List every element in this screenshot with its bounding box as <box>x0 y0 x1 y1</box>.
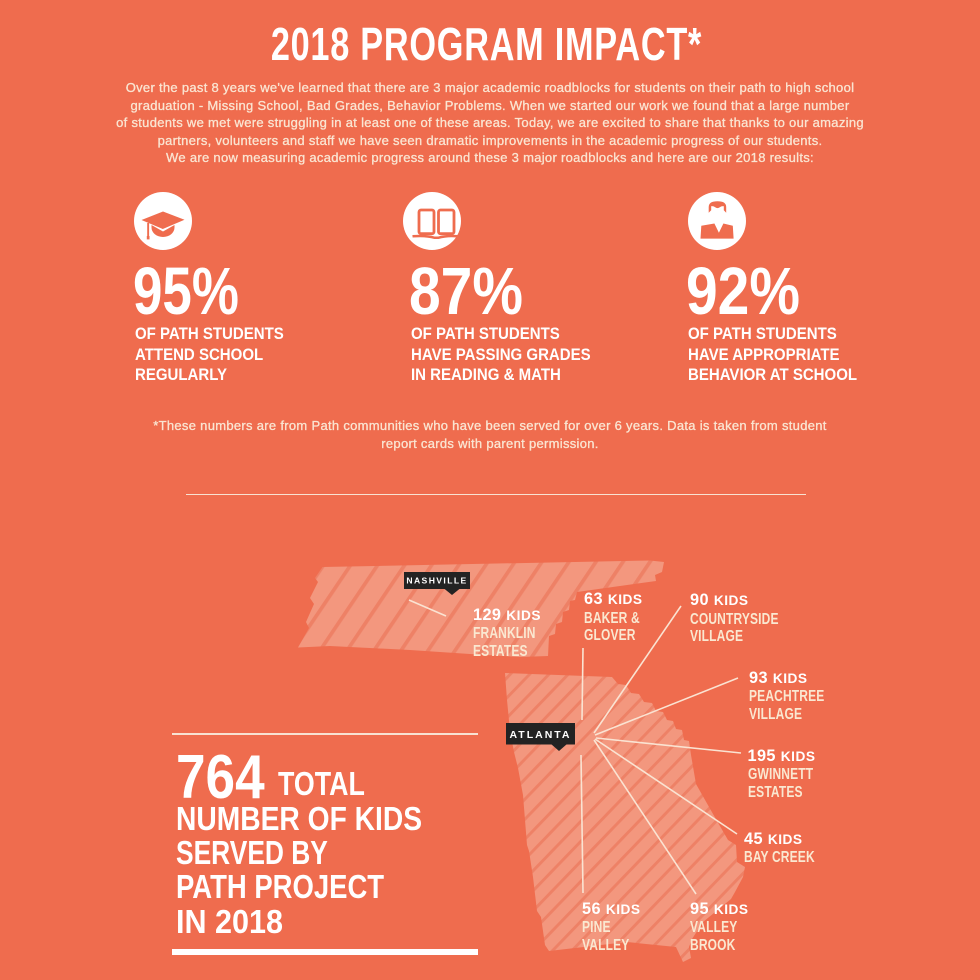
svg-text:NASHVILLE: NASHVILLE <box>406 576 467 586</box>
svg-text:ATLANTA: ATLANTA <box>509 729 571 741</box>
